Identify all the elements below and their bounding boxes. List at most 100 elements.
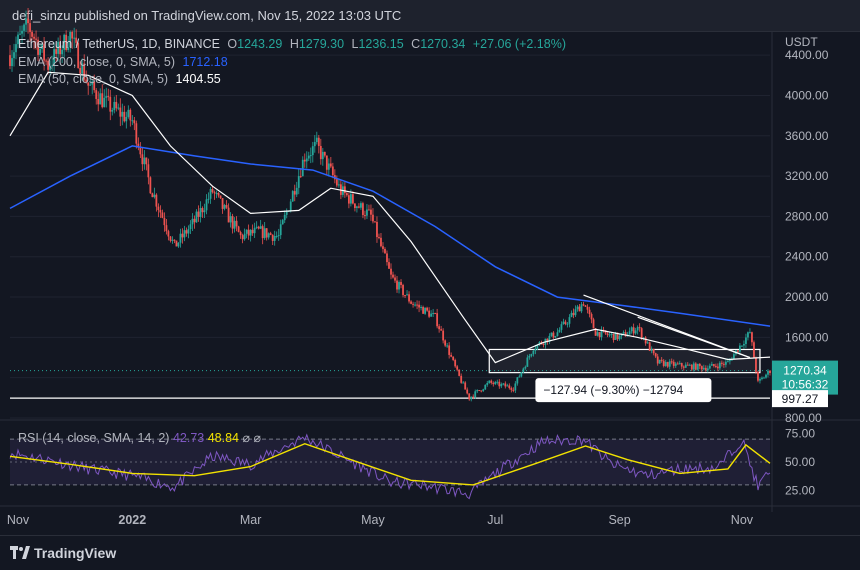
- candle-body: [21, 30, 23, 34]
- candle-body: [269, 233, 272, 235]
- candle-body: [594, 328, 597, 336]
- candle-body: [366, 209, 368, 216]
- candle-body: [161, 212, 164, 218]
- candle-body: [739, 345, 741, 352]
- candle-body: [761, 377, 763, 379]
- indicator-lines: [9, 71, 771, 364]
- candle-body: [313, 142, 316, 147]
- candle-body: [245, 229, 248, 234]
- rsi-label: RSI (14, close, SMA, 14, 2): [18, 431, 170, 445]
- candle-body: [187, 229, 190, 234]
- top-bar: defi_sinzu published on TradingView.com,…: [0, 0, 860, 32]
- candle-body: [686, 364, 689, 366]
- candle-body: [454, 359, 457, 367]
- candle-body: [526, 357, 529, 367]
- chart-canvas[interactable]: −127.94 (−9.30%) −12794 75.0050.0025.00 …: [0, 0, 860, 535]
- support-badge: [772, 390, 828, 408]
- price-tick-label: 2000.00: [785, 290, 829, 304]
- candle-body: [55, 49, 58, 54]
- candle-body: [474, 391, 477, 398]
- candle-body: [73, 37, 76, 39]
- candle-body: [257, 226, 260, 229]
- candle-body: [243, 233, 246, 240]
- candle-body: [590, 314, 593, 320]
- candle-body: [337, 184, 340, 186]
- candle-body: [586, 306, 589, 310]
- candle-body: [757, 371, 759, 381]
- candle-body: [386, 253, 388, 263]
- candle-body: [279, 224, 282, 236]
- candle-body: [297, 176, 300, 188]
- rsi-tick-label: 75.00: [785, 426, 815, 440]
- candle-body: [662, 360, 665, 366]
- candle-body: [560, 324, 563, 330]
- candle-body: [596, 332, 599, 336]
- candle-body: [378, 237, 380, 239]
- rsi-value: 42.73: [172, 431, 205, 445]
- candle-body: [285, 211, 288, 215]
- candle-body: [219, 195, 222, 199]
- candle-body: [436, 313, 439, 327]
- candle-body: [522, 368, 525, 373]
- ema50-legend[interactable]: EMA (50, close, 0, SMA, 5) 1404.55: [18, 72, 225, 86]
- candle-body: [460, 375, 463, 383]
- measure-label: −127.94 (−9.30%) −12794: [543, 383, 683, 397]
- candle-body: [664, 362, 667, 366]
- candle-body: [500, 384, 503, 387]
- candle-body: [654, 353, 657, 357]
- rsi-settings-icon[interactable]: ⌀ ⌀: [242, 431, 261, 445]
- candle-body: [111, 110, 114, 112]
- close-label: C: [411, 37, 421, 51]
- candle-body: [394, 277, 396, 281]
- candle-body: [396, 280, 398, 290]
- candle-body: [538, 342, 541, 345]
- candle-body: [462, 382, 465, 384]
- candle-body: [143, 157, 146, 165]
- candle-body: [614, 332, 617, 340]
- candle-body: [490, 380, 493, 383]
- rsi-legend[interactable]: RSI (14, close, SMA, 14, 2) 42.73 48.84 …: [18, 430, 261, 445]
- candle-body: [704, 367, 707, 371]
- candle-body: [745, 337, 747, 344]
- ema200-value: 1712.18: [182, 55, 228, 69]
- candle-body: [759, 378, 761, 381]
- candle-body: [642, 337, 645, 339]
- candle-body: [99, 93, 102, 105]
- time-tick-label: Nov: [7, 513, 30, 527]
- ema50-line: [9, 71, 771, 364]
- candle-body: [121, 111, 124, 117]
- candle-body: [309, 155, 312, 157]
- candle-body: [11, 58, 13, 67]
- candle-body: [690, 364, 693, 370]
- candle-body: [169, 236, 172, 241]
- high-value: 1279.30: [298, 37, 345, 51]
- symbol-legend[interactable]: Ethereum / TetherUS, 1D, BINANCE O1243.2…: [18, 37, 570, 51]
- candle-body: [275, 235, 278, 237]
- candle-body: [406, 294, 408, 296]
- candle-body: [730, 359, 733, 361]
- candle-body: [610, 333, 613, 335]
- candle-body: [197, 211, 200, 217]
- candle-body: [51, 65, 54, 67]
- candle-body: [446, 345, 449, 347]
- support-price-label: 997.27: [782, 392, 819, 406]
- candle-body: [356, 206, 358, 208]
- candle-body: [422, 307, 424, 314]
- candle-body: [600, 329, 603, 338]
- candle-body: [263, 228, 266, 239]
- candle-body: [119, 107, 122, 117]
- candle-body: [59, 41, 62, 55]
- ema200-label: EMA (200, close, 0, SMA, 5): [18, 55, 176, 69]
- candle-body: [702, 367, 705, 370]
- candle-body: [578, 306, 581, 312]
- tradingview-logo-icon: [10, 546, 30, 559]
- candle-body: [27, 18, 29, 24]
- candle-body: [123, 111, 126, 122]
- ema200-legend[interactable]: EMA (200, close, 0, SMA, 5) 1712.18: [18, 55, 232, 69]
- candle-body: [438, 326, 441, 330]
- candle-body: [25, 18, 27, 25]
- candle-body: [592, 319, 595, 329]
- measure-box: [535, 378, 712, 403]
- candle-body: [299, 176, 302, 178]
- price-tick-label: 2400.00: [785, 250, 829, 264]
